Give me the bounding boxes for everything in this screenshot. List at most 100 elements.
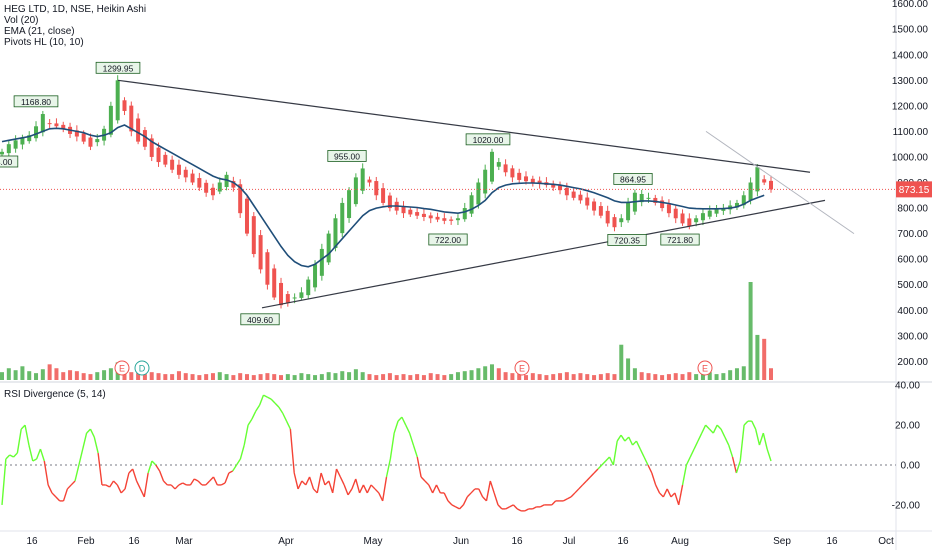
rsi-segment <box>66 484 72 490</box>
candle-body <box>258 235 263 270</box>
rsi-segment <box>47 484 53 494</box>
candle <box>285 290 290 307</box>
candle-body <box>61 124 66 129</box>
rsi-segment <box>739 425 745 462</box>
candle <box>340 197 345 238</box>
candle-body <box>455 218 460 221</box>
rsi-segment <box>393 420 399 434</box>
candle-body <box>537 180 542 184</box>
candle <box>244 195 249 237</box>
rsi-segment <box>582 480 587 486</box>
candle-body <box>680 213 685 224</box>
candle-body <box>381 188 386 203</box>
candle-body <box>571 191 576 198</box>
candle <box>204 179 209 197</box>
candle <box>592 198 597 216</box>
candle-body <box>605 210 610 224</box>
time-tick-label: May <box>364 536 383 547</box>
volume-bar <box>728 370 733 380</box>
candle-body <box>442 218 447 221</box>
rsi-segment <box>697 432 703 442</box>
pivot-label: 409.60 <box>240 313 280 326</box>
candle <box>183 166 188 183</box>
rsi-segment <box>105 484 110 488</box>
rsi-segment <box>128 468 134 474</box>
candle-body <box>170 159 175 170</box>
rsi-segment <box>151 460 157 466</box>
candle <box>585 192 590 210</box>
rsi-segment <box>612 440 618 466</box>
rsi-segment <box>189 478 195 486</box>
candle-body <box>20 137 25 145</box>
rsi-segment <box>97 452 103 486</box>
time-tick-label: 16 <box>511 536 523 547</box>
volume-bar <box>347 372 352 380</box>
rsi-segment <box>308 476 315 490</box>
candle <box>714 204 719 217</box>
pivot-label: 864.95 <box>613 173 653 185</box>
candle <box>197 172 202 191</box>
rsi-segment <box>305 476 311 486</box>
rsi-segment <box>432 484 438 494</box>
candle-body <box>612 217 617 228</box>
candle <box>489 148 494 185</box>
candle-body <box>578 194 583 201</box>
volume-bar <box>415 374 420 380</box>
candle <box>666 199 671 218</box>
candle <box>217 177 222 195</box>
candle <box>374 176 379 201</box>
volume-bar <box>741 366 746 380</box>
rsi-segment <box>693 440 699 450</box>
volume-bar <box>6 368 11 380</box>
candle <box>558 181 563 195</box>
rsi-segment <box>563 498 568 502</box>
event-circle <box>134 360 150 376</box>
volume-bar <box>183 373 188 380</box>
volume-bar <box>319 374 324 380</box>
candle <box>442 213 447 225</box>
candle-body <box>428 215 433 219</box>
price-tick-label: 700.00 <box>897 229 928 240</box>
rsi-segment <box>293 472 299 490</box>
rsi-segment <box>93 436 99 454</box>
candle <box>455 214 460 226</box>
price-tick-label: 1200.00 <box>892 101 929 112</box>
rsi-segment <box>412 444 418 458</box>
pivot-text: 721.80 <box>667 235 693 245</box>
volume-bar <box>605 373 610 380</box>
candle <box>272 264 277 301</box>
rsi-segment <box>358 484 365 494</box>
candle-body <box>6 144 11 154</box>
rsi-segment <box>320 472 326 486</box>
candle-body <box>687 218 692 226</box>
candle-body <box>517 172 522 180</box>
candle-body <box>748 182 753 201</box>
volume-bar <box>694 374 699 380</box>
volume-bar <box>367 374 372 380</box>
volume-bar <box>136 373 141 380</box>
pivot-label: 1168.80 <box>13 95 59 108</box>
pivot-box <box>327 150 367 162</box>
volume-bar <box>61 372 66 380</box>
candle-body <box>251 216 256 255</box>
rsi-segment <box>754 428 761 446</box>
pivot-text: 722.00 <box>435 235 461 245</box>
volume-bar <box>700 373 705 380</box>
rsi-segment <box>585 476 591 482</box>
rsi-segment <box>566 496 572 500</box>
rsi-segment <box>86 428 91 434</box>
candle-body <box>524 176 529 182</box>
volume-bar <box>258 374 263 380</box>
candle <box>734 199 739 211</box>
candle <box>673 205 678 224</box>
candle-body <box>387 195 392 209</box>
candle <box>360 163 365 195</box>
volume-bar <box>551 374 556 380</box>
candle <box>108 101 113 138</box>
rsi-segment <box>378 492 384 502</box>
rsi-segment <box>489 480 495 494</box>
volume-bar <box>449 374 454 380</box>
volume-bar <box>326 372 331 380</box>
candle-body <box>115 80 120 121</box>
